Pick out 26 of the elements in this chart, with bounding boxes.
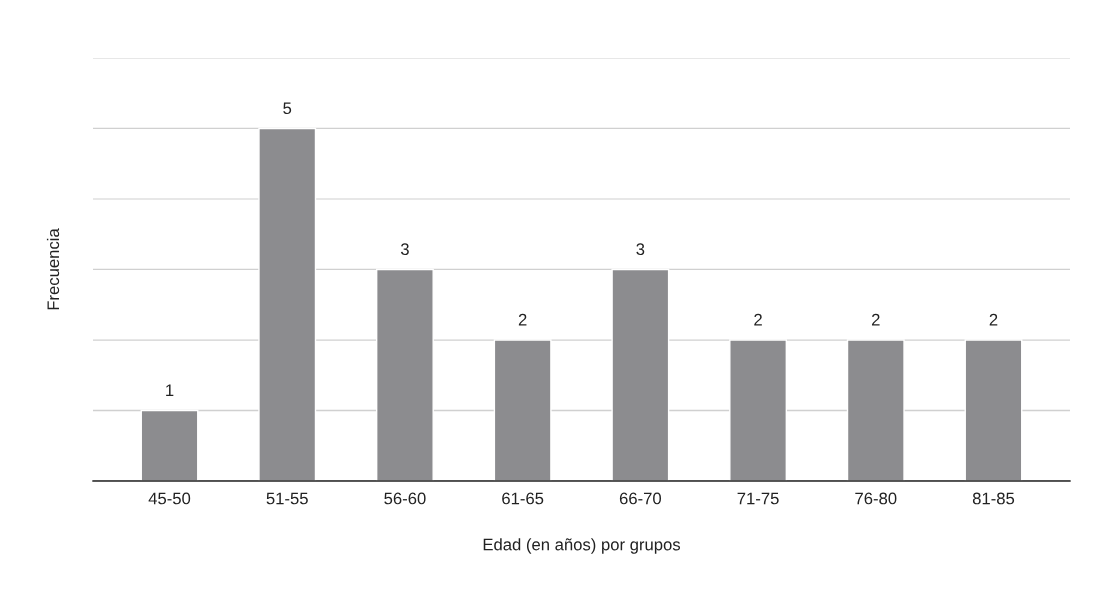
data-label: 2 bbox=[871, 313, 880, 326]
bar bbox=[258, 127, 317, 481]
x-axis-title: Edad (en años) por grupos bbox=[483, 538, 681, 554]
x-tick-label: 51-55 bbox=[266, 492, 308, 505]
bar bbox=[140, 409, 199, 481]
data-label: 2 bbox=[989, 313, 998, 326]
data-label: 5 bbox=[283, 102, 292, 115]
bar bbox=[611, 268, 670, 481]
data-label: 3 bbox=[636, 243, 645, 256]
bar bbox=[375, 268, 434, 481]
x-tick-label: 71-75 bbox=[737, 492, 779, 505]
x-tick-label: 61-65 bbox=[502, 492, 544, 505]
x-tick-label: 81-85 bbox=[972, 492, 1015, 505]
bar bbox=[964, 339, 1023, 481]
bar bbox=[729, 339, 788, 481]
data-label: 2 bbox=[754, 313, 762, 326]
bar bbox=[493, 339, 552, 481]
y-axis-title: Frecuencia bbox=[46, 228, 60, 310]
data-label: 1 bbox=[166, 384, 174, 396]
bar bbox=[846, 339, 905, 481]
x-tick-label: 56-60 bbox=[384, 492, 426, 505]
data-label: 2 bbox=[518, 313, 527, 326]
x-tick-label: 76-80 bbox=[855, 492, 897, 505]
x-tick-label: 66-70 bbox=[619, 492, 662, 505]
x-tick-label: 45-50 bbox=[148, 492, 191, 505]
data-label: 3 bbox=[400, 243, 409, 256]
